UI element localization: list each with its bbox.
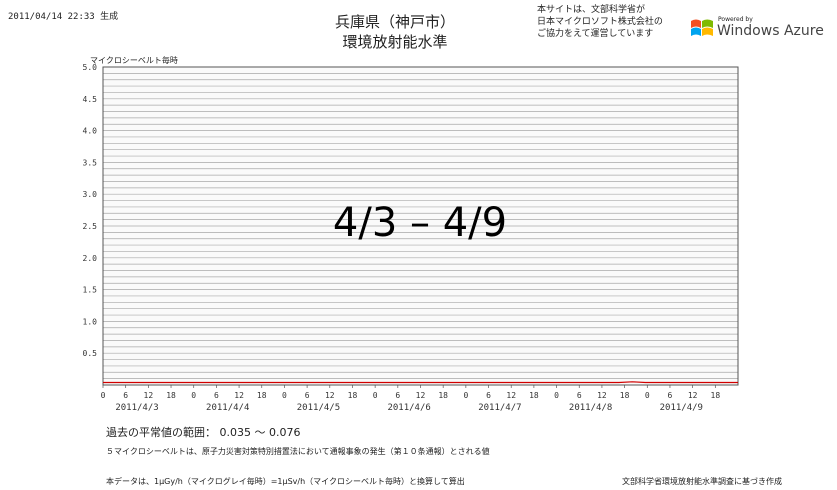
y-tick-label: 4.5 [83, 95, 98, 104]
x-tick-label: 12 [144, 391, 154, 400]
x-tick-label: 0 [463, 391, 468, 400]
y-tick-label: 3.0 [83, 190, 98, 199]
title-prefecture: 兵庫県（神戸市） [334, 13, 455, 31]
windows-flag-icon [691, 19, 713, 36]
x-tick-label: 12 [688, 391, 698, 400]
notice-line-3: ご協力をえて運営しています [537, 29, 654, 39]
day-label: 2011/4/7 [478, 403, 521, 413]
x-tick-label: 0 [554, 391, 559, 400]
y-tick-label: 4.0 [83, 127, 98, 136]
notice-line-2: 日本マイクロソフト株式会社の [537, 17, 663, 27]
x-tick-label: 6 [486, 391, 491, 400]
y-tick-label: 2.0 [83, 254, 98, 263]
y-tick-label: 1.5 [83, 286, 98, 295]
generated-timestamp: 2011/04/14 22:33 生成 [8, 12, 119, 22]
notification-threshold-note: ５マイクロシーベルトは、原子力災害対策特別措置法において通報事象の発生（第１０条… [106, 447, 490, 456]
x-tick-label: 12 [597, 391, 607, 400]
date-range-overlay: 4/3 – 4/9 [332, 200, 508, 246]
x-tick-label: 6 [395, 391, 400, 400]
day-label: 2011/4/8 [569, 403, 612, 413]
source-note: 文部科学省環境放射能水準調査に基づき作成 [622, 477, 782, 486]
x-tick-label: 0 [101, 391, 106, 400]
x-tick-label: 0 [191, 391, 196, 400]
x-tick-label: 18 [711, 391, 721, 400]
y-tick-label: 0.5 [83, 349, 98, 358]
x-tick-label: 6 [214, 391, 219, 400]
day-label: 2011/4/6 [387, 403, 430, 413]
x-tick-label: 0 [645, 391, 650, 400]
page-title: 兵庫県（神戸市） 環境放射能水準 [300, 12, 490, 52]
title-subject: 環境放射能水準 [342, 33, 448, 51]
y-tick-label: 5.0 [83, 63, 98, 72]
x-tick-label: 12 [416, 391, 426, 400]
x-tick-label: 0 [373, 391, 378, 400]
x-tick-label: 12 [234, 391, 244, 400]
operation-notice: 本サイトは、文部科学省が 日本マイクロソフト株式会社の ご協力をえて運営していま… [537, 4, 663, 40]
x-tick-label: 12 [506, 391, 516, 400]
y-tick-label: 1.0 [83, 317, 98, 326]
x-tick-label: 18 [438, 391, 448, 400]
normal-range-text: 過去の平常値の範囲： 0.035 ～ 0.076 [106, 426, 301, 439]
day-label: 2011/4/3 [115, 403, 158, 413]
x-tick-label: 6 [668, 391, 673, 400]
x-tick-label: 0 [282, 391, 287, 400]
powered-by-label: Powered by [718, 16, 753, 23]
x-tick-label: 18 [166, 391, 176, 400]
day-label: 2011/4/4 [206, 403, 249, 413]
conversion-note: 本データは、1μGy/h（マイクログレイ毎時）=1μSv/h（マイクロシーベルト… [106, 477, 465, 486]
notice-line-1: 本サイトは、文部科学省が [537, 5, 646, 15]
day-label: 2011/4/5 [297, 403, 340, 413]
day-label: 2011/4/9 [660, 403, 703, 413]
dose-rate-line [103, 381, 738, 384]
windows-azure-logo[interactable]: Powered by Windows Azure [690, 14, 830, 44]
y-axis-label: マイクロシーベルト毎時 [90, 56, 178, 65]
x-tick-label: 18 [348, 391, 358, 400]
y-tick-label: 3.5 [83, 158, 98, 167]
x-tick-label: 6 [305, 391, 310, 400]
x-tick-label: 18 [257, 391, 267, 400]
x-tick-label: 6 [577, 391, 582, 400]
windows-azure-wordmark: Windows Azure [717, 23, 824, 39]
x-tick-label: 6 [123, 391, 128, 400]
x-tick-label: 18 [620, 391, 630, 400]
x-tick-label: 12 [325, 391, 335, 400]
x-tick-label: 18 [529, 391, 539, 400]
y-tick-label: 2.5 [83, 222, 98, 231]
